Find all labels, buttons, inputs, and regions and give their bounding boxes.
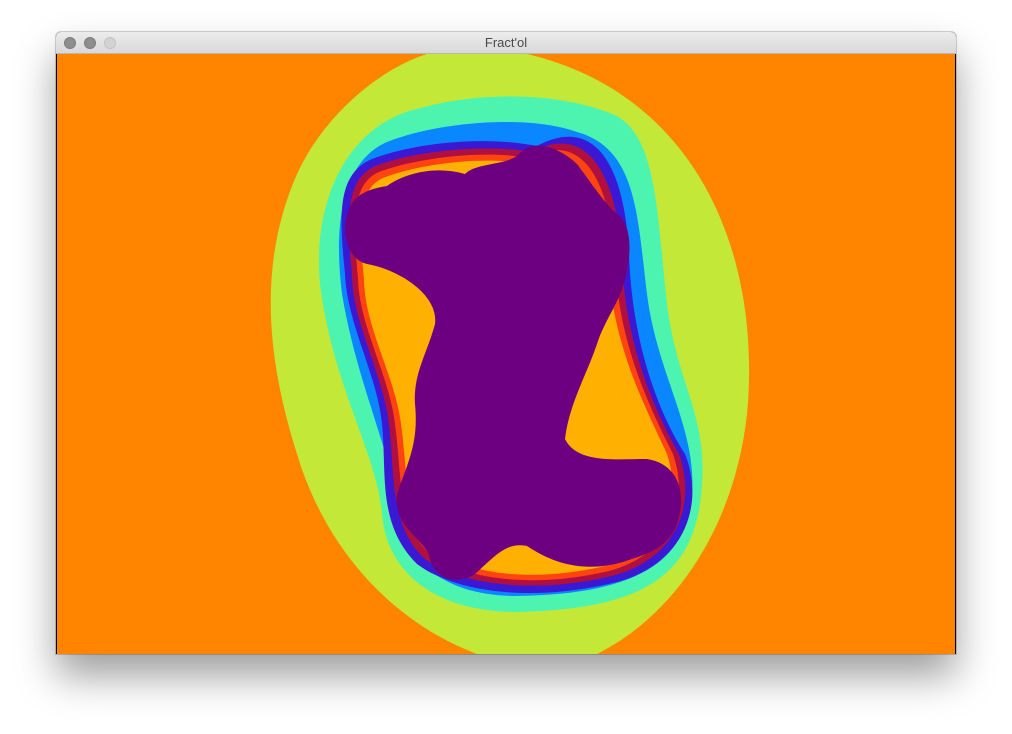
- close-window-button[interactable]: [64, 37, 76, 49]
- fractal-canvas[interactable]: [57, 54, 955, 654]
- interior-region: [345, 145, 682, 580]
- julia-set-render: [57, 54, 955, 654]
- window-title: Fract'ol: [484, 35, 528, 50]
- minimize-window-button[interactable]: [84, 37, 96, 49]
- fractol-window: Fract'ol: [56, 32, 956, 654]
- zoom-window-button[interactable]: [104, 37, 116, 49]
- title-bar[interactable]: Fract'ol: [56, 32, 956, 54]
